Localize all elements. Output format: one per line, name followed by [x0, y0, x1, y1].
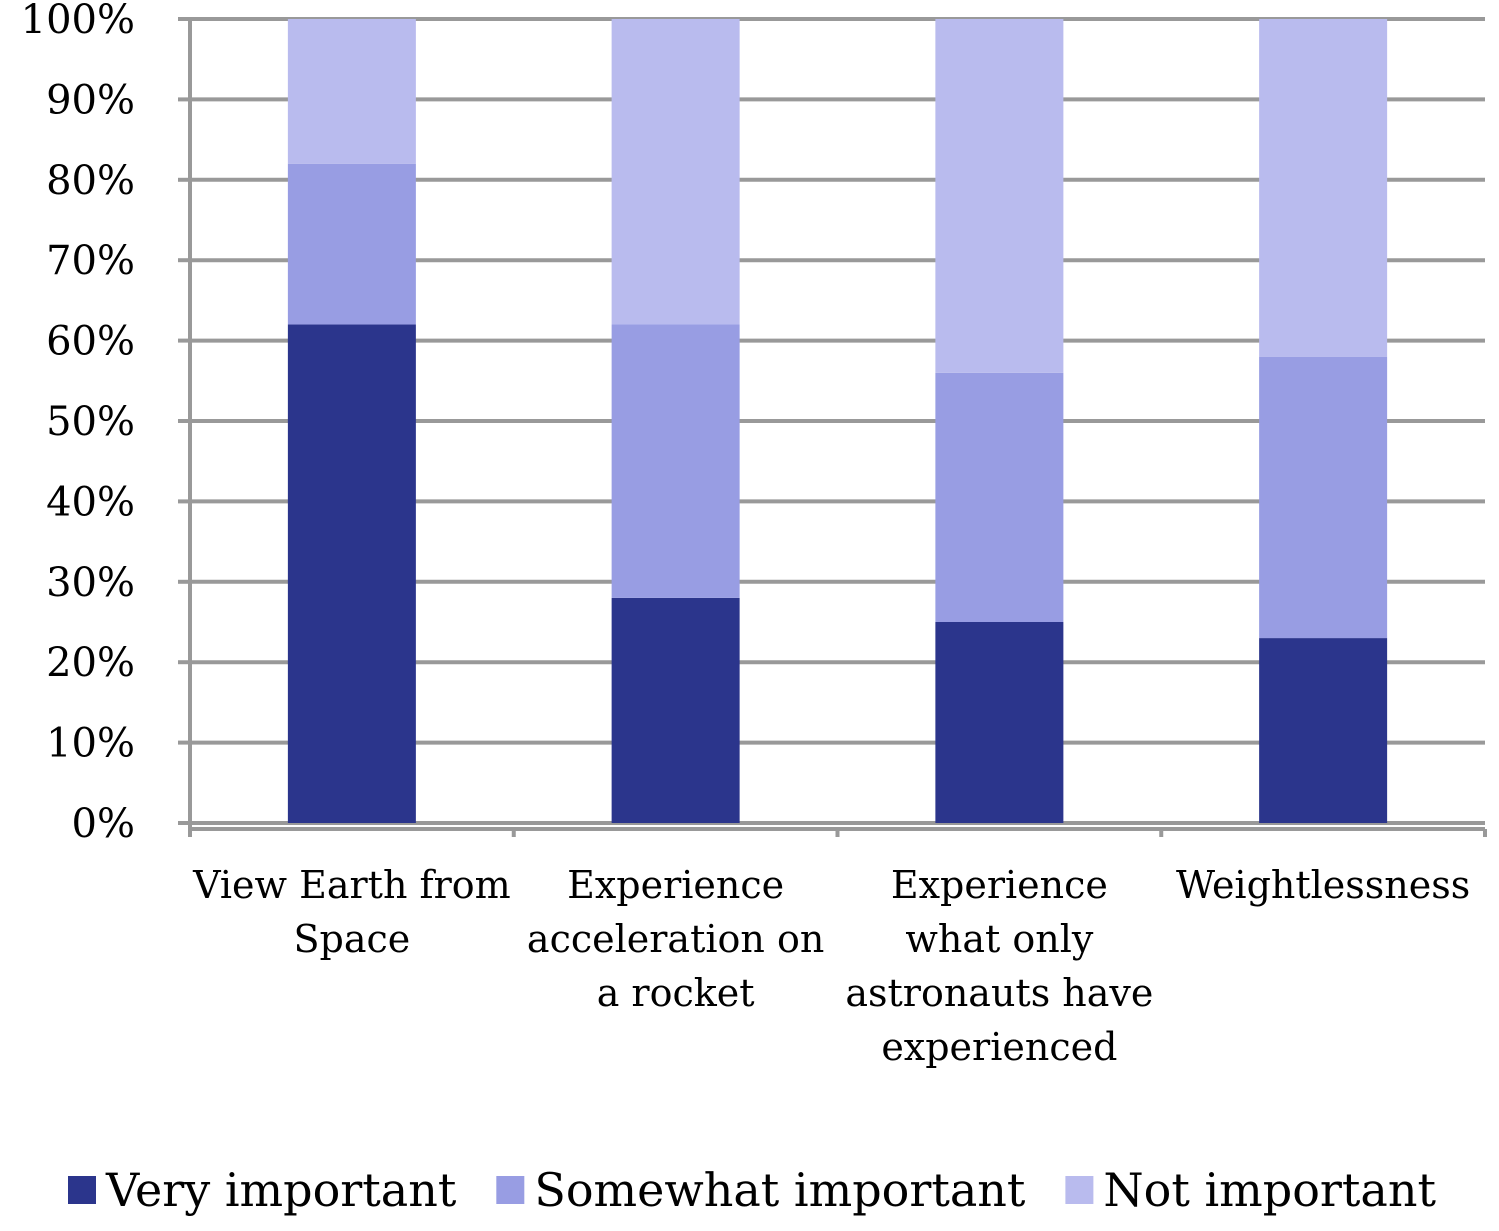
bar-segment [935, 372, 1064, 622]
bar-segment [287, 19, 416, 164]
bar-segment [1259, 356, 1388, 639]
legend-swatch [496, 1176, 525, 1204]
bar-segment [1259, 19, 1388, 357]
y-tick-label: 30% [46, 560, 135, 606]
legend-swatch [1065, 1176, 1094, 1204]
y-tick-label: 0% [72, 801, 135, 847]
legend-label: Somewhat important [534, 1163, 1026, 1217]
y-tick-label: 60% [46, 319, 135, 365]
y-tick-label: 90% [46, 77, 135, 123]
bar-segment [935, 622, 1064, 823]
x-tick-label: Weightlessness [1175, 863, 1471, 907]
bar-segment [935, 19, 1064, 373]
x-tick-label: Experience what only astronauts have exp… [845, 863, 1154, 1069]
bar-segment [611, 597, 740, 823]
bar-segment [287, 324, 416, 823]
bar-segment [287, 163, 416, 325]
bar-segment [611, 324, 740, 598]
y-tick-label: 100% [21, 0, 135, 43]
bar-segment [1259, 638, 1388, 823]
legend-label: Not important [1103, 1163, 1436, 1217]
x-tick-label: View Earth from Space [193, 863, 511, 961]
y-tick-label: 40% [46, 479, 135, 525]
bar-segment [611, 19, 740, 325]
legend-swatch [68, 1176, 96, 1204]
y-tick-label: 50% [46, 399, 135, 445]
y-tick-label: 80% [46, 158, 135, 204]
y-tick-label: 10% [46, 721, 135, 767]
y-tick-label: 20% [46, 640, 135, 686]
legend-label: Very important [105, 1163, 457, 1217]
x-tick-label: Experience acceleration on a rocket [526, 863, 825, 1015]
y-tick-label: 70% [46, 238, 135, 284]
